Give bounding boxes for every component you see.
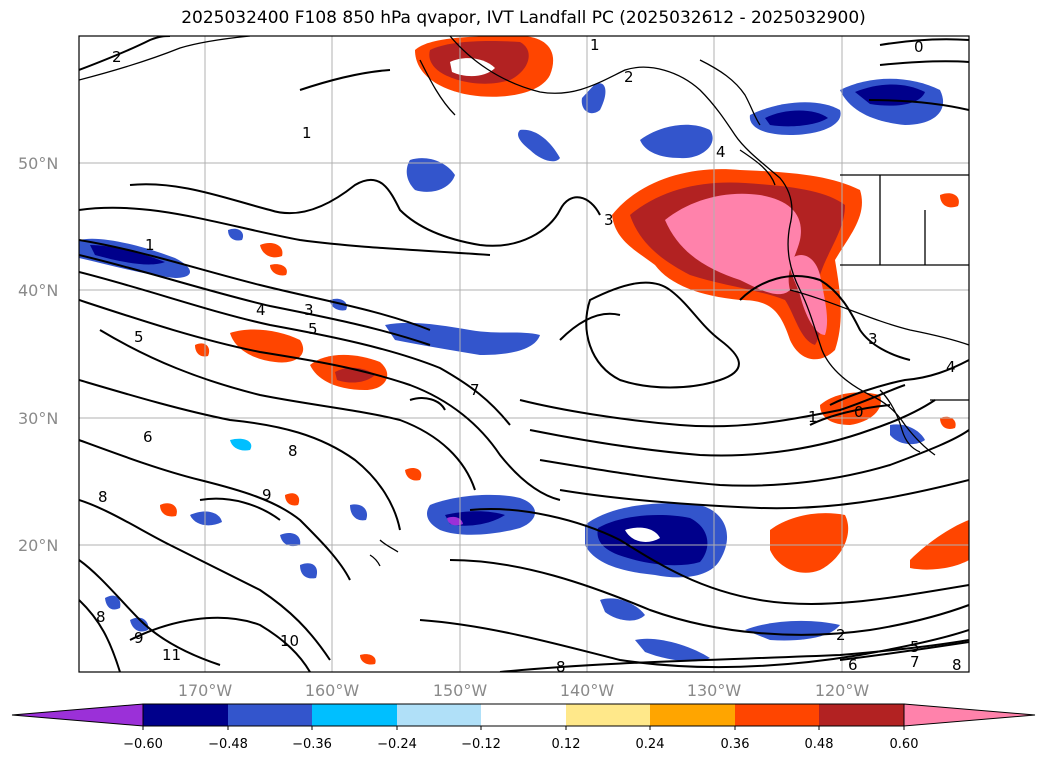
- contour-label: 5: [910, 638, 920, 656]
- shaded-anomaly-layer: [79, 36, 969, 665]
- contour-label: 10: [280, 632, 299, 650]
- lon-label: 140°W: [560, 681, 615, 700]
- lat-label: 20°N: [18, 536, 58, 555]
- colorbar-swatch: [650, 704, 735, 726]
- contour-label: 6: [143, 428, 153, 446]
- colorbar: −0.60 −0.48 −0.36 −0.24 −0.12 0.12 0.24 …: [11, 703, 1036, 752]
- lat-label: 50°N: [18, 154, 58, 173]
- colorbar-swatch: [735, 704, 819, 726]
- lon-label: 170°W: [178, 681, 233, 700]
- contour-label: 9: [134, 629, 144, 647]
- lon-label: 130°W: [687, 681, 742, 700]
- colorbar-swatch: [819, 704, 904, 726]
- contour-label: 8: [96, 608, 106, 626]
- contour-label: 4: [256, 301, 266, 319]
- contour-label: 0: [914, 38, 924, 56]
- contour-label: 2: [112, 48, 122, 66]
- contour-label: 7: [910, 653, 920, 671]
- colorbar-tick-label: −0.36: [292, 737, 332, 752]
- lon-label: 120°W: [815, 681, 870, 700]
- colorbar-tick-label: 0.36: [721, 737, 750, 752]
- colorbar-swatch: [312, 704, 397, 726]
- contour-label: 3: [604, 211, 614, 229]
- colorbar-tick-label: −0.24: [377, 737, 417, 752]
- colorbar-tick-label: −0.12: [461, 737, 501, 752]
- contour-label: 5: [308, 320, 318, 338]
- colorbar-swatch: [481, 704, 566, 726]
- contour-label: 2: [624, 68, 634, 86]
- contour-label: 3: [304, 301, 314, 319]
- coastlines: [79, 36, 969, 567]
- lat-label: 30°N: [18, 409, 58, 428]
- lon-label: 150°W: [433, 681, 488, 700]
- contour-label-group: 2 1 2 0 1 1 4 4 3 5 5 7 6 8 8 9 8 9 11 1…: [96, 36, 962, 676]
- contour-label: 4: [716, 143, 726, 161]
- contour-label: 1: [145, 236, 155, 254]
- contour-label: 8: [952, 656, 962, 674]
- colorbar-extend-low: [11, 703, 144, 727]
- contour-label: 11: [162, 646, 181, 664]
- colorbar-extend-high: [903, 703, 1036, 727]
- colorbar-tick-label: 0.60: [890, 737, 919, 752]
- contour-label: 1: [302, 124, 312, 142]
- colorbar-swatch: [228, 704, 312, 726]
- colorbar-tick-label: −0.60: [123, 737, 163, 752]
- max-anomaly-pnw: [665, 193, 801, 295]
- contour-label: 1: [808, 408, 818, 426]
- contour-label: 6: [848, 656, 858, 674]
- colorbar-tick-label: −0.48: [208, 737, 248, 752]
- contour-lines: [79, 36, 969, 672]
- chart-title: 2025032400 F108 850 hPa qvapor, IVT Land…: [181, 8, 866, 28]
- contour-label: 8: [98, 488, 108, 506]
- contour-label: 8: [288, 442, 298, 460]
- colorbar-tick-label: 0.12: [552, 737, 581, 752]
- colorbar-swatch: [397, 704, 481, 726]
- latitude-labels: 50°N 40°N 30°N 20°N: [18, 154, 58, 555]
- contour-label: 9: [262, 486, 272, 504]
- map-border: [78, 35, 970, 673]
- graticule: [79, 36, 969, 672]
- contour-label: 2: [836, 626, 846, 644]
- colorbar-swatch: [566, 704, 650, 726]
- contour-label: 5: [134, 328, 144, 346]
- contour-label: 4: [946, 358, 956, 376]
- contour-label: 0: [854, 403, 864, 421]
- contour-label: 8: [556, 658, 566, 676]
- colorbar-swatch: [143, 704, 228, 726]
- contour-label: 3: [868, 330, 878, 348]
- colorbar-tick-label: 0.24: [636, 737, 665, 752]
- contour-label: 1: [590, 36, 600, 54]
- lat-label: 40°N: [18, 281, 58, 300]
- lon-label: 160°W: [305, 681, 360, 700]
- colorbar-tick-label: 0.48: [805, 737, 834, 752]
- longitude-labels: 170°W 160°W 150°W 140°W 130°W 120°W: [178, 681, 870, 700]
- contour-label: 7: [470, 381, 480, 399]
